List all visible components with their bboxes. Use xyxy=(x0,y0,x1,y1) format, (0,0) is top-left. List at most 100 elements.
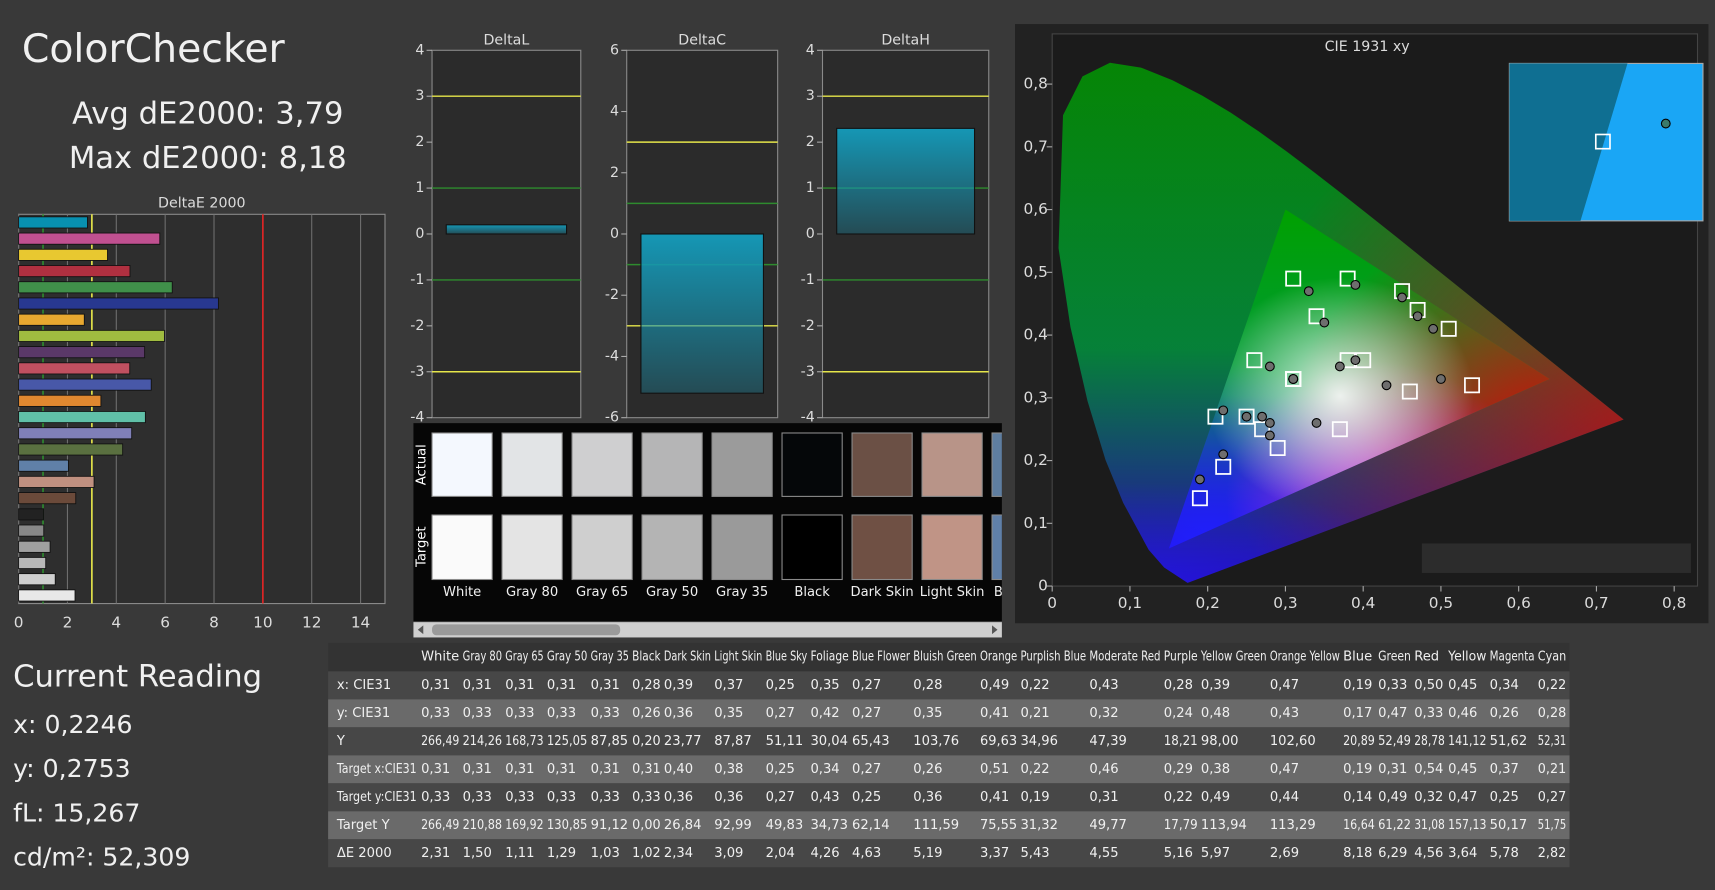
target-point xyxy=(1254,421,1271,438)
y-tick-label: -2 xyxy=(801,318,815,334)
swatch-label: Dark Skin xyxy=(851,585,914,600)
table-cell: 0,43 xyxy=(1089,678,1118,693)
bar xyxy=(18,411,146,424)
y-tick-label: -1 xyxy=(801,272,815,288)
target-point xyxy=(1269,440,1286,457)
table-cell: 0,36 xyxy=(714,790,743,805)
actual-point xyxy=(1412,311,1423,322)
table-cell: 0,31 xyxy=(632,762,660,777)
swatch-label: White xyxy=(443,585,481,600)
table-cell: 0,42 xyxy=(810,706,839,721)
actual-point xyxy=(1436,374,1446,384)
y-tick-label: 3 xyxy=(415,88,424,104)
bar xyxy=(18,265,131,278)
table-cell: 0,34 xyxy=(810,762,839,777)
page-title: ColorChecker xyxy=(22,26,286,72)
table-cell: 0,46 xyxy=(1089,762,1118,777)
table-cell: 0,49 xyxy=(1201,790,1230,805)
table-cell: 0,22 xyxy=(1020,678,1049,693)
table-cell: 50,17 xyxy=(1490,818,1528,833)
table-cell: 168,73 xyxy=(505,734,543,749)
bar xyxy=(18,281,173,294)
table-cell: 0,33 xyxy=(591,706,620,721)
y-tick-label: 0,7 xyxy=(1023,137,1047,155)
avg-de: Avg dE2000: 3,79 xyxy=(72,96,343,131)
table-cell: 4,63 xyxy=(852,846,881,861)
table-cell: 0,27 xyxy=(766,706,795,721)
column-header: Yellow Green xyxy=(1200,650,1266,665)
row-label: ΔE 2000 xyxy=(337,846,392,861)
bar xyxy=(445,224,568,235)
table-cell: 0,41 xyxy=(980,706,1009,721)
scroll-left[interactable] xyxy=(417,625,424,635)
content: ColorChecker Avg dE2000: 3,79 Max dE2000… xyxy=(13,24,1709,871)
target-point xyxy=(1285,371,1302,387)
table-cell: 26,84 xyxy=(664,818,702,833)
table-cell: 0,31 xyxy=(463,678,492,693)
y-tick-label: 0,1 xyxy=(1023,514,1047,532)
table-cell: 1,50 xyxy=(463,846,492,861)
table-cell: 0,38 xyxy=(714,762,743,777)
bar xyxy=(18,475,95,488)
x-tick-label: 0,5 xyxy=(1429,594,1453,612)
swatch-label: Light Skin xyxy=(920,585,985,600)
table-cell: 103,76 xyxy=(913,734,959,749)
table-cell: 0,33 xyxy=(591,790,620,805)
table-cell: 2,04 xyxy=(766,846,795,861)
swatch-row-label: Actual xyxy=(415,444,430,485)
table-cell: 98,00 xyxy=(1201,734,1239,749)
table-cell: 5,19 xyxy=(913,846,942,861)
bar xyxy=(18,459,69,472)
target-point xyxy=(1215,458,1232,475)
table-cell: 0,39 xyxy=(1201,678,1230,693)
actual-point xyxy=(1319,317,1330,328)
table-cell: 0,19 xyxy=(1343,678,1372,693)
table-cell: 1,03 xyxy=(591,846,620,861)
actual-swatch xyxy=(501,432,563,497)
bar xyxy=(18,329,165,342)
table-cell: 0,41 xyxy=(980,790,1009,805)
table-cell: 3,09 xyxy=(714,846,743,861)
table-cell: 0,19 xyxy=(1020,790,1049,805)
y-tick-label: 0,5 xyxy=(1023,263,1047,281)
table-cell: 3,37 xyxy=(980,846,1009,861)
actual-point xyxy=(1257,411,1268,422)
y-tick-label: -4 xyxy=(410,410,424,426)
table-cell: 6,29 xyxy=(1378,846,1407,861)
table-cell: 0,47 xyxy=(1270,762,1299,777)
table-cell: 0,35 xyxy=(714,706,743,721)
target-point xyxy=(1191,490,1208,507)
scroll-right[interactable] xyxy=(992,625,998,635)
reading-line: y: 0,2753 xyxy=(13,754,131,783)
actual-point xyxy=(1428,323,1439,334)
target-swatch xyxy=(501,514,563,581)
chart-title: DeltaH xyxy=(881,32,930,48)
table-cell: 47,39 xyxy=(1089,734,1127,749)
chart-title: DeltaE 2000 xyxy=(158,195,246,211)
table-cell: 0,47 xyxy=(1270,678,1299,693)
y-tick-label: 2 xyxy=(610,165,619,181)
table-cell: 69,63 xyxy=(980,734,1017,749)
y-tick-label: 4 xyxy=(610,104,619,120)
table-cell: 0,47 xyxy=(1378,706,1407,721)
table-row-bg xyxy=(328,811,1570,840)
actual-point xyxy=(1218,449,1229,460)
table-cell: 0,34 xyxy=(1490,678,1519,693)
table-cell: 75,55 xyxy=(980,818,1017,833)
y-tick-label: 4 xyxy=(415,42,424,58)
x-tick-label: 6 xyxy=(160,614,170,632)
table-cell: 0,27 xyxy=(852,678,881,693)
bar xyxy=(18,394,102,407)
actual-point xyxy=(1264,430,1275,441)
bar xyxy=(18,378,152,391)
target-point xyxy=(1207,408,1224,425)
bar xyxy=(18,248,108,261)
table-row-bg xyxy=(328,783,1570,812)
table-cell: 92,99 xyxy=(714,818,752,833)
scrollbar-thumb[interactable] xyxy=(432,624,621,636)
table-cell: 51,11 xyxy=(766,734,804,749)
table-cell: 51,75 xyxy=(1538,818,1566,833)
actual-point xyxy=(1334,361,1345,372)
chart-title: DeltaL xyxy=(483,32,529,48)
table-cell: 65,43 xyxy=(852,734,890,749)
